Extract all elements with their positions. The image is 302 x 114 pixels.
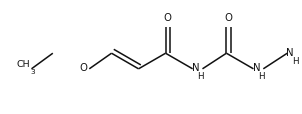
Text: O: O — [164, 13, 172, 23]
Text: O: O — [79, 63, 87, 73]
Text: O: O — [225, 13, 233, 23]
Text: 3: 3 — [31, 68, 35, 74]
Text: H: H — [258, 72, 265, 81]
Text: N: N — [252, 63, 260, 73]
Text: N: N — [192, 63, 199, 73]
Text: CH: CH — [16, 60, 30, 69]
Text: H: H — [197, 72, 204, 81]
Text: N: N — [286, 47, 294, 57]
Text: H: H — [292, 56, 298, 65]
